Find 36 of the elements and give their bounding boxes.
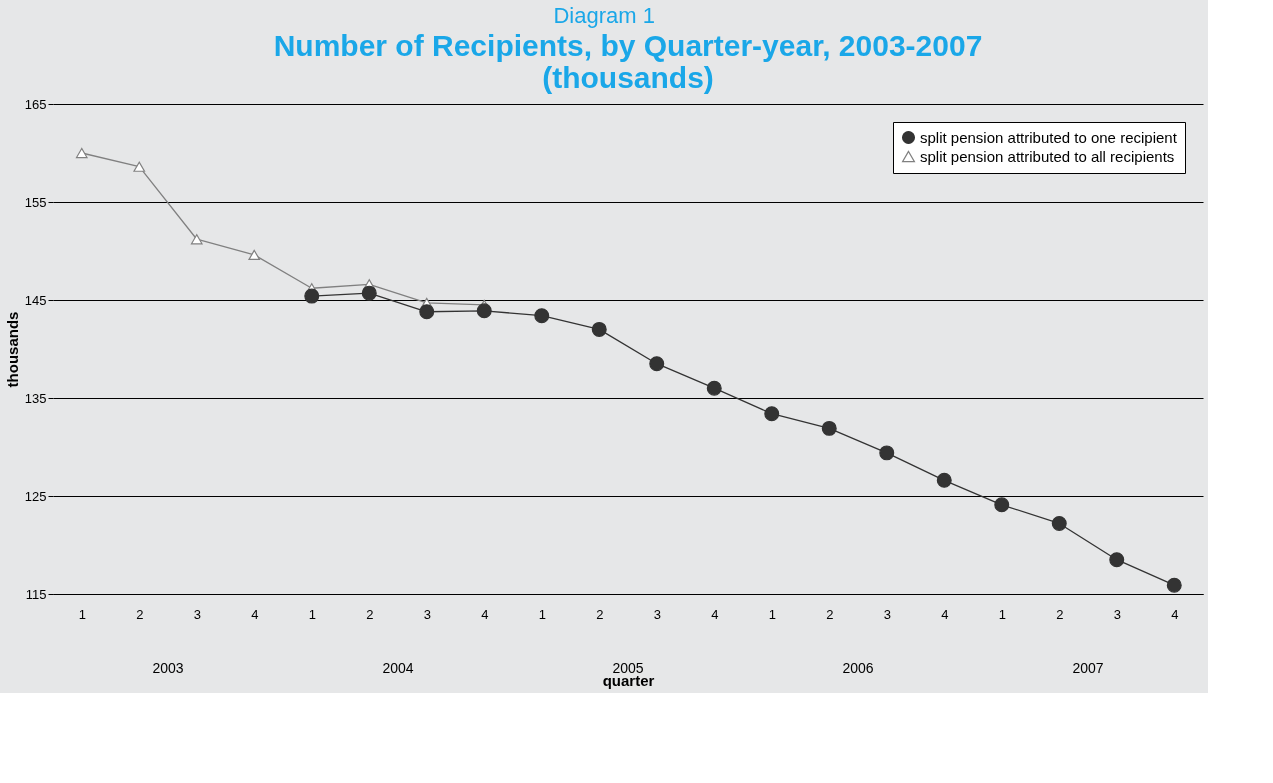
y-tick-label: 135 bbox=[24, 390, 47, 406]
y-tick-label: 125 bbox=[24, 488, 47, 504]
x-tick-label: 4 bbox=[941, 606, 949, 622]
x-tick-label: 1 bbox=[998, 606, 1006, 622]
text: 2004 bbox=[382, 660, 414, 676]
x-tick-label: 4 bbox=[1171, 606, 1179, 622]
x-tick-label: 4 bbox=[711, 606, 719, 622]
x-tick-label: 1 bbox=[768, 606, 776, 622]
x-tick-label: 3 bbox=[423, 606, 431, 622]
x-tick-label: 2 bbox=[596, 606, 604, 622]
text: 2005 bbox=[612, 660, 644, 676]
y-tick-label: 155 bbox=[24, 194, 47, 210]
y-axis-title: thousands bbox=[3, 311, 21, 388]
x-tick-label: 3 bbox=[653, 606, 661, 622]
x-tick-label: 2 bbox=[366, 606, 374, 622]
x-tick-label: 1 bbox=[308, 606, 316, 622]
y-tick-label: 145 bbox=[24, 292, 47, 308]
x-tick-label: 3 bbox=[193, 606, 201, 622]
x-tick-label: 2 bbox=[136, 606, 144, 622]
legend-label: split pension attributed to one recipient bbox=[920, 128, 1178, 146]
x-tick-label: 4 bbox=[251, 606, 259, 622]
x-tick-label: 3 bbox=[883, 606, 891, 622]
text: 2007 bbox=[1072, 660, 1104, 676]
x-tick-label: 1 bbox=[78, 606, 86, 622]
x-tick-label: 1 bbox=[538, 606, 546, 622]
chart-title: Number of Recipients, by Quarter-year, 2003-2007 (thousands) bbox=[273, 29, 983, 94]
text: 2006 bbox=[842, 660, 874, 676]
x-tick-label: 4 bbox=[481, 606, 489, 622]
x-tick-label: 3 bbox=[1113, 606, 1121, 622]
legend-label: split pension attributed to all recipients bbox=[920, 147, 1175, 165]
text: 2003 bbox=[152, 660, 184, 676]
chart-subtitle: Diagram 1 bbox=[553, 3, 655, 28]
y-tick-label: 165 bbox=[24, 96, 47, 112]
x-tick-label: 2 bbox=[826, 606, 834, 622]
y-tick-label: 115 bbox=[25, 586, 47, 602]
x-tick-label: 2 bbox=[1056, 606, 1064, 622]
